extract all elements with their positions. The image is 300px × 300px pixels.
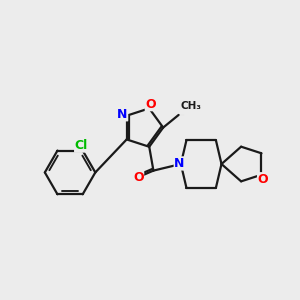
Text: O: O	[133, 171, 144, 184]
Text: N: N	[174, 157, 184, 170]
Text: Cl: Cl	[75, 139, 88, 152]
Text: N: N	[117, 108, 128, 121]
Text: O: O	[145, 98, 156, 111]
Text: O: O	[258, 173, 268, 186]
Text: CH₃: CH₃	[180, 101, 201, 111]
